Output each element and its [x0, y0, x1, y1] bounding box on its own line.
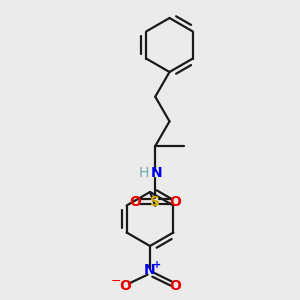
Text: +: +: [152, 260, 161, 270]
Text: O: O: [170, 195, 182, 208]
Text: O: O: [119, 279, 131, 293]
Text: H: H: [139, 166, 149, 180]
Text: −: −: [111, 275, 122, 288]
Text: O: O: [169, 279, 181, 293]
Text: N: N: [151, 166, 163, 180]
Text: O: O: [129, 195, 141, 208]
Text: S: S: [150, 195, 160, 208]
Text: N: N: [144, 263, 156, 278]
